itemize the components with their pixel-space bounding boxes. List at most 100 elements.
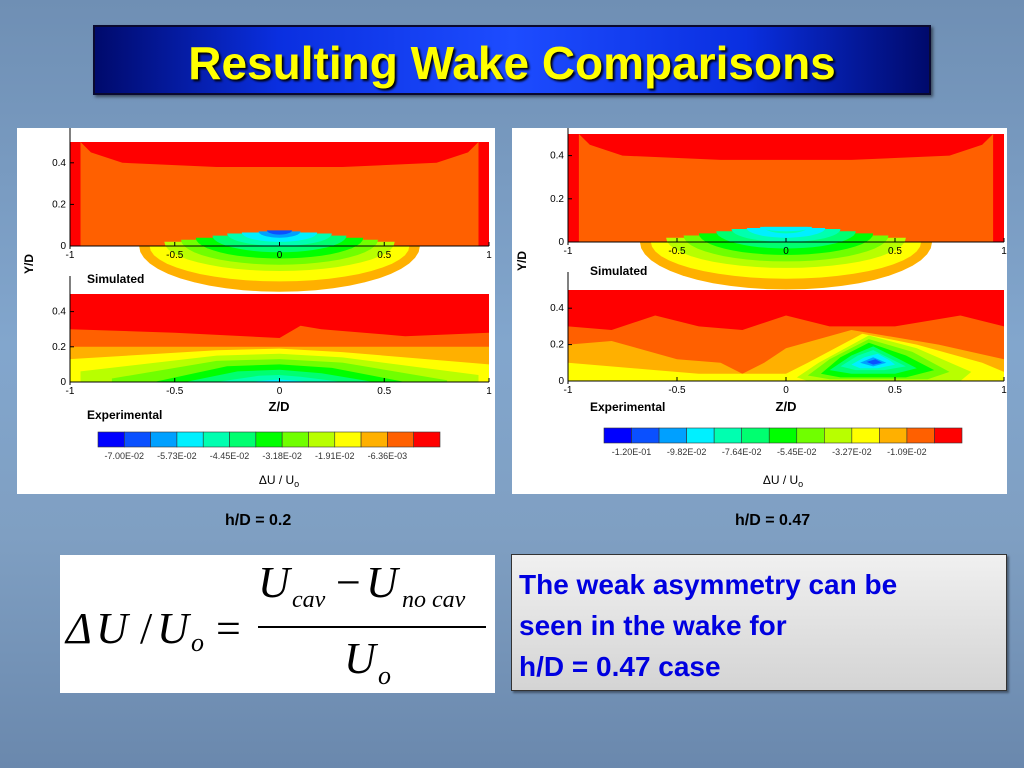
formula-num-u2: U bbox=[366, 558, 401, 607]
formula-equals: = bbox=[216, 604, 241, 653]
simulated-y-tick-label: 0.4 bbox=[550, 151, 564, 162]
simulated-x-tick-label: 1 bbox=[486, 250, 492, 261]
experimental-x-tick-label: -0.5 bbox=[166, 386, 184, 397]
formula-den-u: U bbox=[344, 634, 379, 683]
experimental-y-tick-label: 0 bbox=[558, 376, 564, 387]
simulated-x-tick-label: 1 bbox=[1001, 246, 1007, 257]
colorbar-tick-label: -1.91E-02 bbox=[315, 451, 355, 461]
colorbar-swatch bbox=[150, 431, 178, 448]
colorbar-swatch bbox=[281, 431, 309, 448]
formula-delta: Δ bbox=[64, 604, 92, 653]
colorbar-swatch bbox=[879, 427, 908, 444]
colorbar-tick-label: -4.45E-02 bbox=[210, 451, 250, 461]
formula-minus: − bbox=[336, 558, 361, 607]
x-axis-title: Z/D bbox=[269, 399, 290, 414]
colorbar-swatch bbox=[686, 427, 715, 444]
simulated-label: Simulated bbox=[87, 272, 144, 286]
experimental-label: Experimental bbox=[590, 400, 665, 414]
colorbar-title: ΔU / Uo bbox=[259, 473, 299, 489]
simulated-x-tick-label: 0 bbox=[277, 250, 283, 261]
experimental-x-tick-label: 0 bbox=[783, 385, 789, 396]
formula-svg: Δ U / U o = U cav − U no cav U o bbox=[64, 558, 486, 690]
experimental-contour-level-10 bbox=[866, 359, 882, 365]
experimental-y-tick-label: 0.2 bbox=[52, 342, 66, 353]
colorbar-title: ΔU / Uo bbox=[763, 473, 803, 489]
colorbar-swatch bbox=[255, 431, 283, 448]
colorbar-swatch bbox=[713, 427, 742, 444]
colorbar-tick-label: -7.00E-02 bbox=[105, 451, 145, 461]
colorbar-tick-label: -6.36E-03 bbox=[368, 451, 408, 461]
simulated-x-tick-label: 0.5 bbox=[888, 246, 902, 257]
experimental-x-tick-label: 1 bbox=[486, 386, 492, 397]
simulated-y-tick-label: 0.2 bbox=[52, 199, 66, 210]
colorbar-swatch bbox=[413, 431, 441, 448]
formula-u: U bbox=[96, 604, 131, 653]
simulated-x-tick-label: -1 bbox=[564, 246, 573, 257]
observation-note: The weak asymmetry can be seen in the wa… bbox=[511, 554, 1007, 691]
colorbar-tick-label: -3.18E-02 bbox=[262, 451, 302, 461]
colorbar-swatch bbox=[308, 431, 336, 448]
note-line-1: The weak asymmetry can be bbox=[519, 569, 898, 600]
colorbar-tick-label: -5.73E-02 bbox=[157, 451, 197, 461]
simulated-x-tick-label: -1 bbox=[66, 250, 75, 261]
simulated-contour-level-10 bbox=[266, 230, 293, 235]
colorbar-swatch bbox=[824, 427, 853, 444]
simulated-contour-level-0 bbox=[578, 134, 994, 242]
simulated-y-tick-label: 0 bbox=[558, 237, 564, 248]
velocity-deficit-formula: Δ U / U o = U cav − U no cav U o bbox=[60, 555, 495, 693]
colorbar-swatch bbox=[360, 431, 388, 448]
colorbar-swatch bbox=[768, 427, 798, 444]
caption-hd02: h/D = 0.2 bbox=[225, 512, 292, 529]
colorbar-tick-label: -3.27E-02 bbox=[832, 447, 872, 457]
title-banner: Resulting Wake Comparisons bbox=[93, 25, 931, 95]
experimental-x-tick-label: 0.5 bbox=[888, 385, 902, 396]
contour-plot-hd047: -1 -0.5 0 0.5 1 0 0.2 0.4 -1 -0.5 0 0.5 1 0 0.2 0.4 Y/D S… bbox=[515, 128, 1007, 489]
colorbar-tick-label: -1.09E-02 bbox=[887, 447, 927, 457]
experimental-y-tick-label: 0 bbox=[60, 377, 66, 388]
colorbar-swatch bbox=[387, 431, 414, 448]
formula-uo: U bbox=[157, 604, 192, 653]
colorbar-swatch bbox=[906, 427, 935, 444]
experimental-y-tick-label: 0.2 bbox=[550, 340, 564, 351]
colorbar-tick-label: -5.45E-02 bbox=[777, 447, 817, 457]
formula-num-u1: U bbox=[258, 558, 293, 607]
colorbar-swatch bbox=[658, 427, 687, 444]
caption-hd047: h/D = 0.47 bbox=[735, 512, 811, 529]
colorbar-swatch bbox=[603, 427, 632, 444]
simulated-x-tick-label: -0.5 bbox=[668, 246, 686, 257]
colorbar-swatch bbox=[97, 431, 125, 448]
formula-uo-sub: o bbox=[191, 628, 204, 657]
formula-num-nocav: no cav bbox=[402, 587, 466, 613]
simulated-y-tick-label: 0.4 bbox=[52, 158, 66, 169]
experimental-x-tick-label: -1 bbox=[564, 385, 573, 396]
experimental-x-tick-label: -0.5 bbox=[668, 385, 686, 396]
colorbar-swatch bbox=[631, 427, 660, 444]
experimental-x-tick-label: -1 bbox=[66, 386, 75, 397]
colorbar-swatch bbox=[202, 431, 230, 448]
formula-num-cav: cav bbox=[292, 587, 326, 613]
experimental-y-tick-label: 0.4 bbox=[52, 307, 66, 318]
experimental-x-tick-label: 1 bbox=[1001, 385, 1007, 396]
colorbar-tick-label: -7.64E-02 bbox=[722, 447, 762, 457]
colorbar-swatch bbox=[741, 427, 770, 444]
colorbar-title-sub: o bbox=[294, 479, 299, 489]
colorbar-swatch bbox=[334, 431, 362, 448]
colorbar-tick-label: -9.82E-02 bbox=[667, 447, 707, 457]
colorbar-swatch bbox=[229, 431, 257, 448]
simulated-x-tick-label: 0 bbox=[783, 246, 789, 257]
y-axis-title: Y/D bbox=[22, 254, 36, 274]
note-text: The weak asymmetry can be seen in the wa… bbox=[519, 564, 1000, 687]
simulated-contour-level-10 bbox=[759, 226, 813, 232]
slide-title: Resulting Wake Comparisons bbox=[188, 37, 836, 89]
simulated-x-tick-label: 0.5 bbox=[377, 250, 391, 261]
wake-plot-panel-hd02: -1 -0.5 0 0.5 1 0 0.2 0.4 -1 -0.5 0 0.5 1 0 0.2 0.4 Y/D S… bbox=[17, 128, 495, 494]
experimental-y-tick-label: 0.4 bbox=[550, 303, 564, 314]
colorbar-swatch bbox=[176, 431, 204, 448]
simulated-contour-level-0 bbox=[80, 142, 479, 246]
note-line-2: seen in the wake for bbox=[519, 610, 787, 641]
simulated-y-tick-label: 0.2 bbox=[550, 194, 564, 205]
experimental-label: Experimental bbox=[87, 408, 162, 422]
formula-slash: / bbox=[140, 604, 153, 653]
colorbar-title-sub: o bbox=[798, 479, 803, 489]
colorbar-swatch bbox=[934, 427, 963, 444]
